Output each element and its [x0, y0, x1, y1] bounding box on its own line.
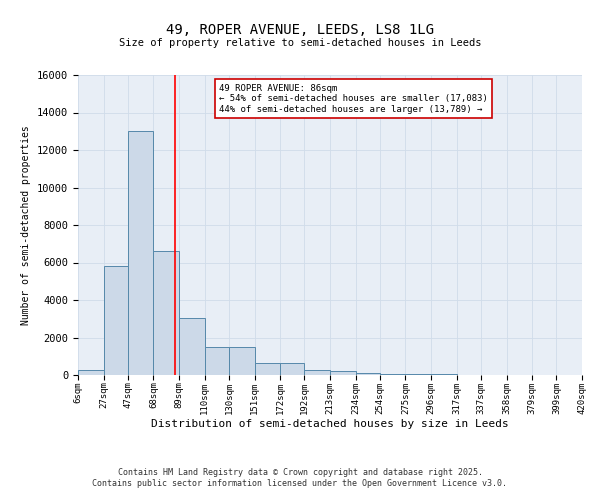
Text: 49, ROPER AVENUE, LEEDS, LS8 1LG: 49, ROPER AVENUE, LEEDS, LS8 1LG [166, 22, 434, 36]
Bar [229, 347, 254, 375]
Bar [205, 347, 229, 375]
Bar [406, 374, 431, 375]
Bar [179, 318, 205, 375]
Bar [280, 363, 304, 375]
Bar [78, 370, 104, 375]
Bar [128, 131, 154, 375]
Bar [431, 374, 457, 375]
Bar [380, 374, 406, 375]
Bar [104, 266, 128, 375]
Bar [254, 363, 280, 375]
Text: Contains HM Land Registry data © Crown copyright and database right 2025.
Contai: Contains HM Land Registry data © Crown c… [92, 468, 508, 487]
Bar [154, 251, 179, 375]
Text: Size of property relative to semi-detached houses in Leeds: Size of property relative to semi-detach… [119, 38, 481, 48]
X-axis label: Distribution of semi-detached houses by size in Leeds: Distribution of semi-detached houses by … [151, 419, 509, 429]
Bar [356, 373, 380, 375]
Text: 49 ROPER AVENUE: 86sqm
← 54% of semi-detached houses are smaller (17,083)
44% of: 49 ROPER AVENUE: 86sqm ← 54% of semi-det… [219, 84, 488, 114]
Bar [330, 371, 356, 375]
Y-axis label: Number of semi-detached properties: Number of semi-detached properties [22, 125, 31, 325]
Bar [304, 370, 330, 375]
